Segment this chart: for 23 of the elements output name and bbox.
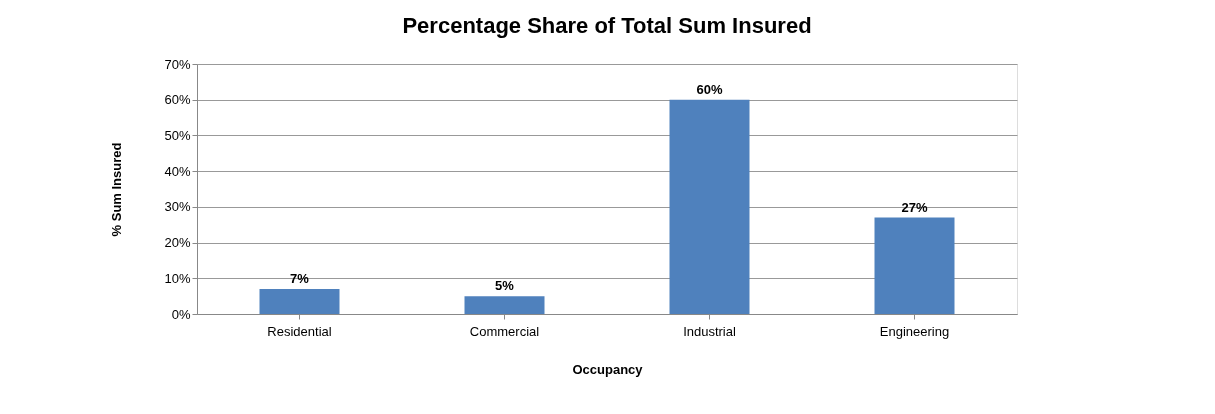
x-tick-label: Residential (267, 323, 332, 339)
x-tick-label: Industrial (683, 323, 736, 339)
data-label: 7% (290, 271, 310, 286)
y-tick-label: 10% (164, 270, 191, 286)
y-tick-label: 60% (164, 92, 191, 108)
y-axis-title: % Sum Insured (109, 142, 125, 237)
bar (874, 217, 955, 314)
y-tick-label: 50% (164, 127, 191, 143)
chart-title: Percentage Share of Total Sum Insured (402, 13, 812, 38)
y-tick-label: 30% (164, 199, 191, 215)
bar (464, 296, 545, 314)
data-label: 5% (495, 278, 515, 294)
data-label: 27% (901, 199, 928, 215)
y-tick-label: 20% (164, 235, 191, 251)
x-tick-label: Engineering (879, 323, 950, 339)
data-label: 60% (696, 81, 723, 97)
y-tick-label: 70% (164, 56, 191, 72)
bar (669, 99, 750, 314)
bar (259, 289, 340, 314)
y-tick-label: 0% (171, 306, 191, 322)
x-tick-label: Commercial (469, 323, 540, 339)
y-tick-label: 40% (164, 163, 191, 179)
x-axis-title: Occupancy (572, 361, 644, 377)
